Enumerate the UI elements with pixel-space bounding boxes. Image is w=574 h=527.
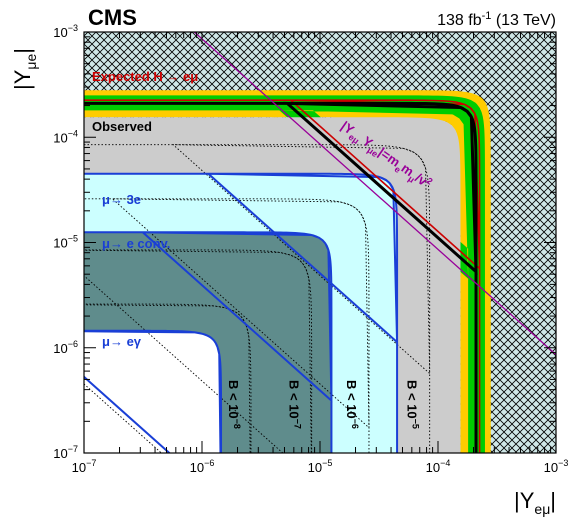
x-tick-label: 10−3 (544, 458, 569, 475)
x-axis-title: |Yeμ| (514, 488, 556, 517)
expected-limit-line (84, 99, 481, 453)
observed-limit-line (84, 101, 478, 453)
br-contour-label: B < 10−8 (226, 380, 242, 429)
branching-ratio-labels: B < 10−8 B < 10−7 B < 10−6 B < 10−5 (226, 380, 421, 429)
axis-tick-labels: 10−7 10−6 10−5 10−4 10−3 10−7 10−6 10−5 10−4 10−3 (53, 23, 568, 475)
observed-label: Observed (92, 119, 152, 134)
br-contour-label: B < 10−6 (344, 380, 360, 429)
mu-e-conversion-label: μ→ e conv. (102, 236, 170, 251)
naturalness-line (193, 32, 556, 356)
x-tick-label: 10−6 (190, 458, 215, 475)
x-tick-label: 10−4 (426, 458, 451, 475)
x-tick-label: 10−5 (308, 458, 333, 475)
experiment-label: CMS (88, 5, 137, 30)
br-contour-label: B < 10−7 (287, 380, 303, 429)
y-tick-label: 10−3 (53, 23, 78, 40)
y-tick-label: 10−4 (53, 128, 78, 145)
br-contour-line (84, 144, 431, 453)
y-tick-label: 10−7 (53, 444, 78, 461)
branching-ratio-contours (84, 144, 431, 453)
axis-ticks (83, 32, 556, 454)
x-tick-label: 10−7 (72, 458, 97, 475)
mu-to-3e-boundary (84, 172, 399, 453)
br-contour-line (84, 249, 313, 453)
mu-to-e-gamma-boundary (84, 329, 223, 453)
y-tick-label: 10−5 (53, 234, 78, 251)
y-tick-label: 10−6 (53, 339, 78, 356)
mu-e-conversion-boundary (84, 231, 333, 453)
mu-to-3e-label: μ→ 3e (102, 192, 141, 207)
br-contour-line (84, 303, 252, 453)
br-contour-label: B < 10−5 (405, 380, 421, 429)
mu-to-e-gamma-region (84, 330, 222, 453)
expected-label: Expected H → eμ (92, 69, 198, 84)
luminosity-label: 138 fb-1 (13 TeV) (437, 10, 556, 29)
plot-area (84, 32, 556, 453)
mu-to-e-gamma-label: μ→ eγ (102, 334, 142, 349)
y-axis-title: |Yμe| (10, 48, 39, 90)
br-contour-line (84, 198, 370, 453)
